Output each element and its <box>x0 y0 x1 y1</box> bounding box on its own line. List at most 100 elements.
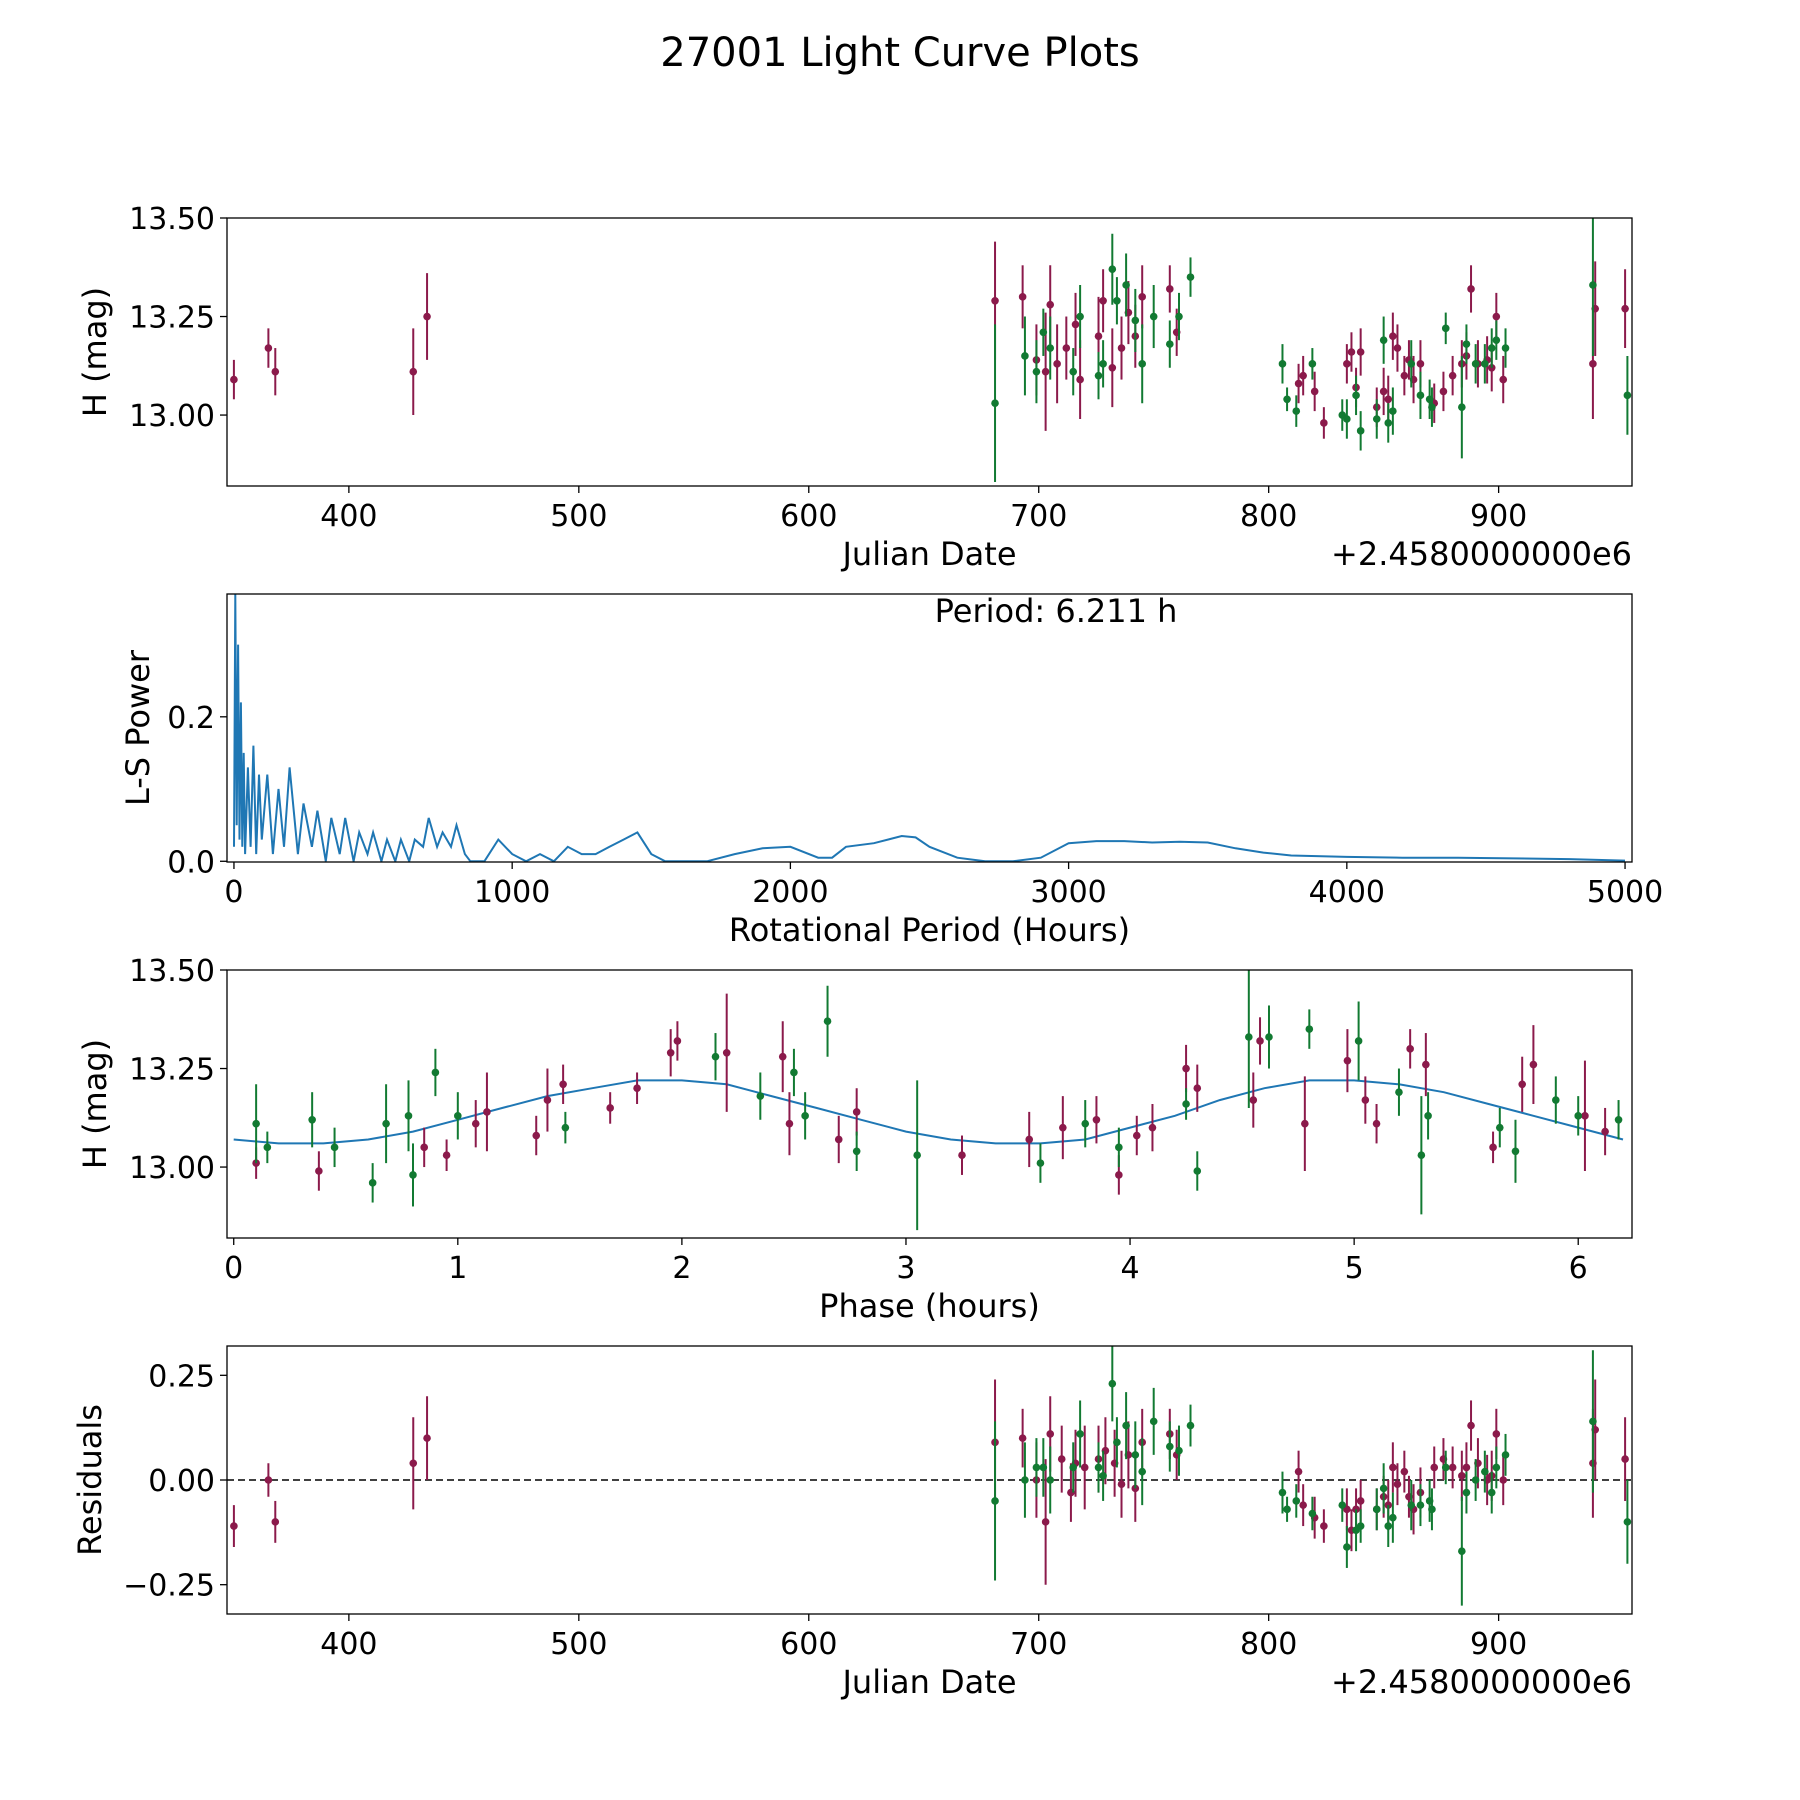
lightcurve-xtick-label: 800 <box>1240 499 1297 534</box>
residuals-data-point <box>1099 1472 1107 1480</box>
lightcurve-data-point <box>1113 296 1121 305</box>
residuals-xtick-label: 800 <box>1240 1627 1297 1662</box>
lightcurve-data-point <box>1416 391 1425 400</box>
lightcurve-data-point <box>1046 344 1055 352</box>
lightcurve-data-point <box>1356 427 1365 435</box>
residuals-plot-area <box>227 1346 1632 1606</box>
lightcurve-data-point <box>1294 379 1303 388</box>
lightcurve-plot-area <box>230 218 1632 483</box>
lightcurve-data-point <box>1623 391 1632 400</box>
phased-data-point <box>1361 1096 1370 1104</box>
phased-data-point <box>1265 1033 1273 1041</box>
lightcurve-data-point <box>1379 387 1388 396</box>
phased-data-point <box>633 1084 641 1093</box>
residuals-data-point <box>1448 1463 1457 1472</box>
phased-data-point <box>431 1068 440 1077</box>
residuals-data-point <box>1430 1463 1439 1472</box>
lightcurve-data-point <box>1407 360 1416 368</box>
phased-data-point <box>1489 1143 1497 1152</box>
residuals-data-point <box>1186 1421 1195 1430</box>
lightcurve-data-point <box>1352 391 1360 400</box>
residuals-data-point <box>1389 1513 1397 1522</box>
residuals-data-point <box>1481 1467 1489 1476</box>
phased-data-point <box>1372 1119 1381 1128</box>
lightcurve-data-point <box>1308 360 1317 368</box>
lightcurve-xtick-label: 400 <box>320 499 377 534</box>
phased-data-point <box>330 1143 339 1152</box>
lightcurve-data-point <box>1041 367 1050 376</box>
lightcurve-data-point <box>1492 336 1501 344</box>
residuals-panel: 400 500 600 700 800 900 −0.25 0.00 0.25 Julian Da… <box>71 1345 1633 1701</box>
lightcurve-data-point <box>1108 363 1117 372</box>
phased-data-point <box>834 1135 843 1144</box>
residuals-data-point <box>1589 1417 1597 1426</box>
phased-data-point <box>711 1052 720 1061</box>
phased-data-point <box>606 1104 614 1112</box>
periodogram-frame <box>226 593 1633 863</box>
periodogram-panel: 0 1000 2000 3000 4000 5000 0.0 0.2 Rotational Pe… <box>119 592 1663 949</box>
periodogram-power-line <box>233 594 1626 862</box>
lightcurve-data-point <box>1292 407 1301 415</box>
phased-plot-area <box>233 970 1624 1231</box>
residuals-data-point <box>1492 1430 1501 1438</box>
phased-data-point <box>1182 1064 1190 1073</box>
periodogram-xtick-label: 2000 <box>752 875 828 910</box>
residuals-data-point <box>1057 1455 1066 1463</box>
residuals-data-point <box>1018 1434 1027 1442</box>
phased-data-point <box>1025 1135 1034 1144</box>
residuals-series-green <box>991 1346 1632 1606</box>
phased-data-point <box>420 1143 428 1152</box>
residuals-data-point <box>1278 1488 1287 1497</box>
lightcurve-data-point <box>1356 348 1365 356</box>
lightcurve-data-point <box>1138 293 1147 301</box>
residuals-data-point <box>1069 1463 1078 1472</box>
residuals-data-point <box>1131 1451 1140 1459</box>
residuals-data-point <box>1428 1505 1436 1514</box>
residuals-data-point <box>1356 1497 1365 1505</box>
lightcurve-xtick-label: 900 <box>1470 499 1527 534</box>
residuals-ytick-label: 0.00 <box>148 1464 215 1499</box>
phased-data-point <box>958 1151 966 1160</box>
residuals-data-point <box>1487 1488 1496 1497</box>
phased-data-point <box>756 1092 765 1100</box>
phased-data-point <box>1092 1115 1101 1124</box>
lightcurve-data-point <box>1343 360 1351 368</box>
phased-data-point <box>790 1068 798 1077</box>
periodogram-xlabel: Rotational Period (Hours) <box>729 911 1130 949</box>
lightcurve-data-point <box>1299 371 1307 380</box>
residuals-data-point <box>423 1434 431 1442</box>
phased-data-point <box>315 1167 323 1175</box>
residuals-data-point <box>1122 1421 1130 1430</box>
lightcurve-data-point <box>1018 293 1027 301</box>
residuals-data-point <box>1458 1472 1466 1480</box>
phased-data-point <box>471 1119 480 1128</box>
phased-data-point <box>852 1108 861 1116</box>
residuals-xlabel: Julian Date <box>840 1663 1016 1701</box>
phased-data-point <box>382 1119 390 1128</box>
phased-data-point <box>1552 1096 1560 1104</box>
residuals-data-point <box>1294 1467 1303 1476</box>
lightcurve-data-point <box>991 296 999 305</box>
lightcurve-data-point <box>1621 304 1629 313</box>
lightcurve-data-point <box>1094 332 1103 341</box>
residuals-data-point <box>1046 1476 1055 1484</box>
lightcurve-data-point <box>1589 281 1597 289</box>
residuals-data-point <box>1299 1501 1307 1509</box>
phased-data-point <box>1081 1119 1090 1128</box>
lightcurve-frame <box>226 217 1633 487</box>
periodogram-xtick-label: 3000 <box>1030 875 1106 910</box>
lightcurve-x-offset-label: +2.4580000000e6 <box>1331 535 1632 573</box>
phased-data-point <box>252 1119 260 1128</box>
lightcurve-data-point <box>1389 407 1397 415</box>
residuals-xtick-label: 900 <box>1470 1627 1527 1662</box>
phased-xtick-label: 5 <box>1345 1251 1364 1286</box>
periodogram-ytick-label: 0.2 <box>167 701 215 736</box>
residuals-data-point <box>1416 1501 1425 1509</box>
residuals-data-point <box>1462 1463 1471 1472</box>
periodogram-xtick-label: 4000 <box>1309 875 1385 910</box>
residuals-data-point <box>1462 1488 1471 1497</box>
lightcurve-data-point <box>1165 285 1174 293</box>
residuals-data-point <box>1499 1476 1508 1484</box>
lightcurve-data-point <box>1499 375 1508 384</box>
residuals-data-point <box>409 1459 418 1468</box>
